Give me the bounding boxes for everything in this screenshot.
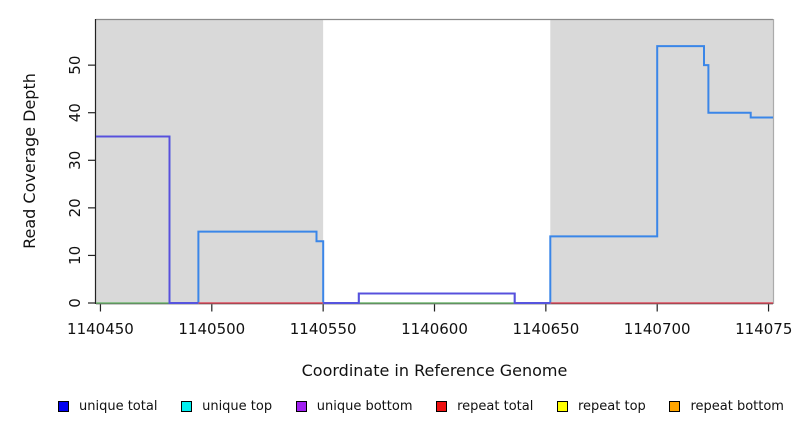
legend-swatch-icon [436, 400, 448, 412]
y-tick-label: 50 [66, 56, 84, 75]
legend-label: unique top [202, 398, 273, 414]
series-line-unique-bottom [96, 135, 199, 304]
shaded-region [550, 19, 773, 303]
x-tick-label: 1140500 [178, 320, 245, 338]
y-tick-label: 40 [66, 103, 84, 122]
x-axis-title: Coordinate in Reference Genome [301, 361, 568, 380]
legend-label: repeat total [457, 398, 534, 414]
legend-swatch-icon [181, 400, 193, 412]
legend-swatch-icon [669, 400, 681, 412]
legend-label: repeat top [578, 398, 646, 414]
y-tick-label: 0 [66, 298, 84, 308]
y-tick-label: 20 [66, 198, 84, 217]
legend-swatch-icon [295, 400, 307, 412]
legend-item-repeat-top: repeat top [557, 399, 646, 414]
shaded-region [96, 19, 324, 303]
legend-swatch-icon [58, 400, 69, 412]
legend-swatch-icon [557, 400, 568, 412]
legend: unique total unique top unique bottom repea… [58, 396, 784, 416]
y-axis-title: Read Coverage Depth [20, 73, 39, 249]
legend-label: repeat bottom [690, 398, 784, 414]
legend-item-unique-top: unique top [181, 399, 272, 414]
y-tick-label: 10 [66, 246, 84, 265]
series-line-unique-bottom [323, 292, 551, 304]
x-tick-label: 1140650 [512, 320, 579, 338]
legend-item-unique-total: unique total [58, 399, 157, 414]
legend-item-repeat-total: repeat total [436, 399, 533, 414]
x-tick-label: 1140550 [290, 320, 357, 338]
plot-canvas: 0 10 20 30 40 50 1140450 1140500 1140550 1140600 1… [66, 18, 792, 338]
legend-label: unique bottom [316, 398, 413, 414]
legend-item-repeat-bottom: repeat bottom [669, 399, 784, 414]
legend-label: unique total [79, 398, 158, 414]
x-tick-label: 1140750 [735, 320, 792, 338]
x-tick-label: 1140700 [624, 320, 691, 338]
x-tick-label: 1140600 [401, 320, 468, 338]
y-tick-label: 30 [66, 151, 84, 170]
legend-item-unique-bottom: unique bottom [295, 398, 413, 414]
x-tick-label: 1140450 [67, 320, 134, 338]
